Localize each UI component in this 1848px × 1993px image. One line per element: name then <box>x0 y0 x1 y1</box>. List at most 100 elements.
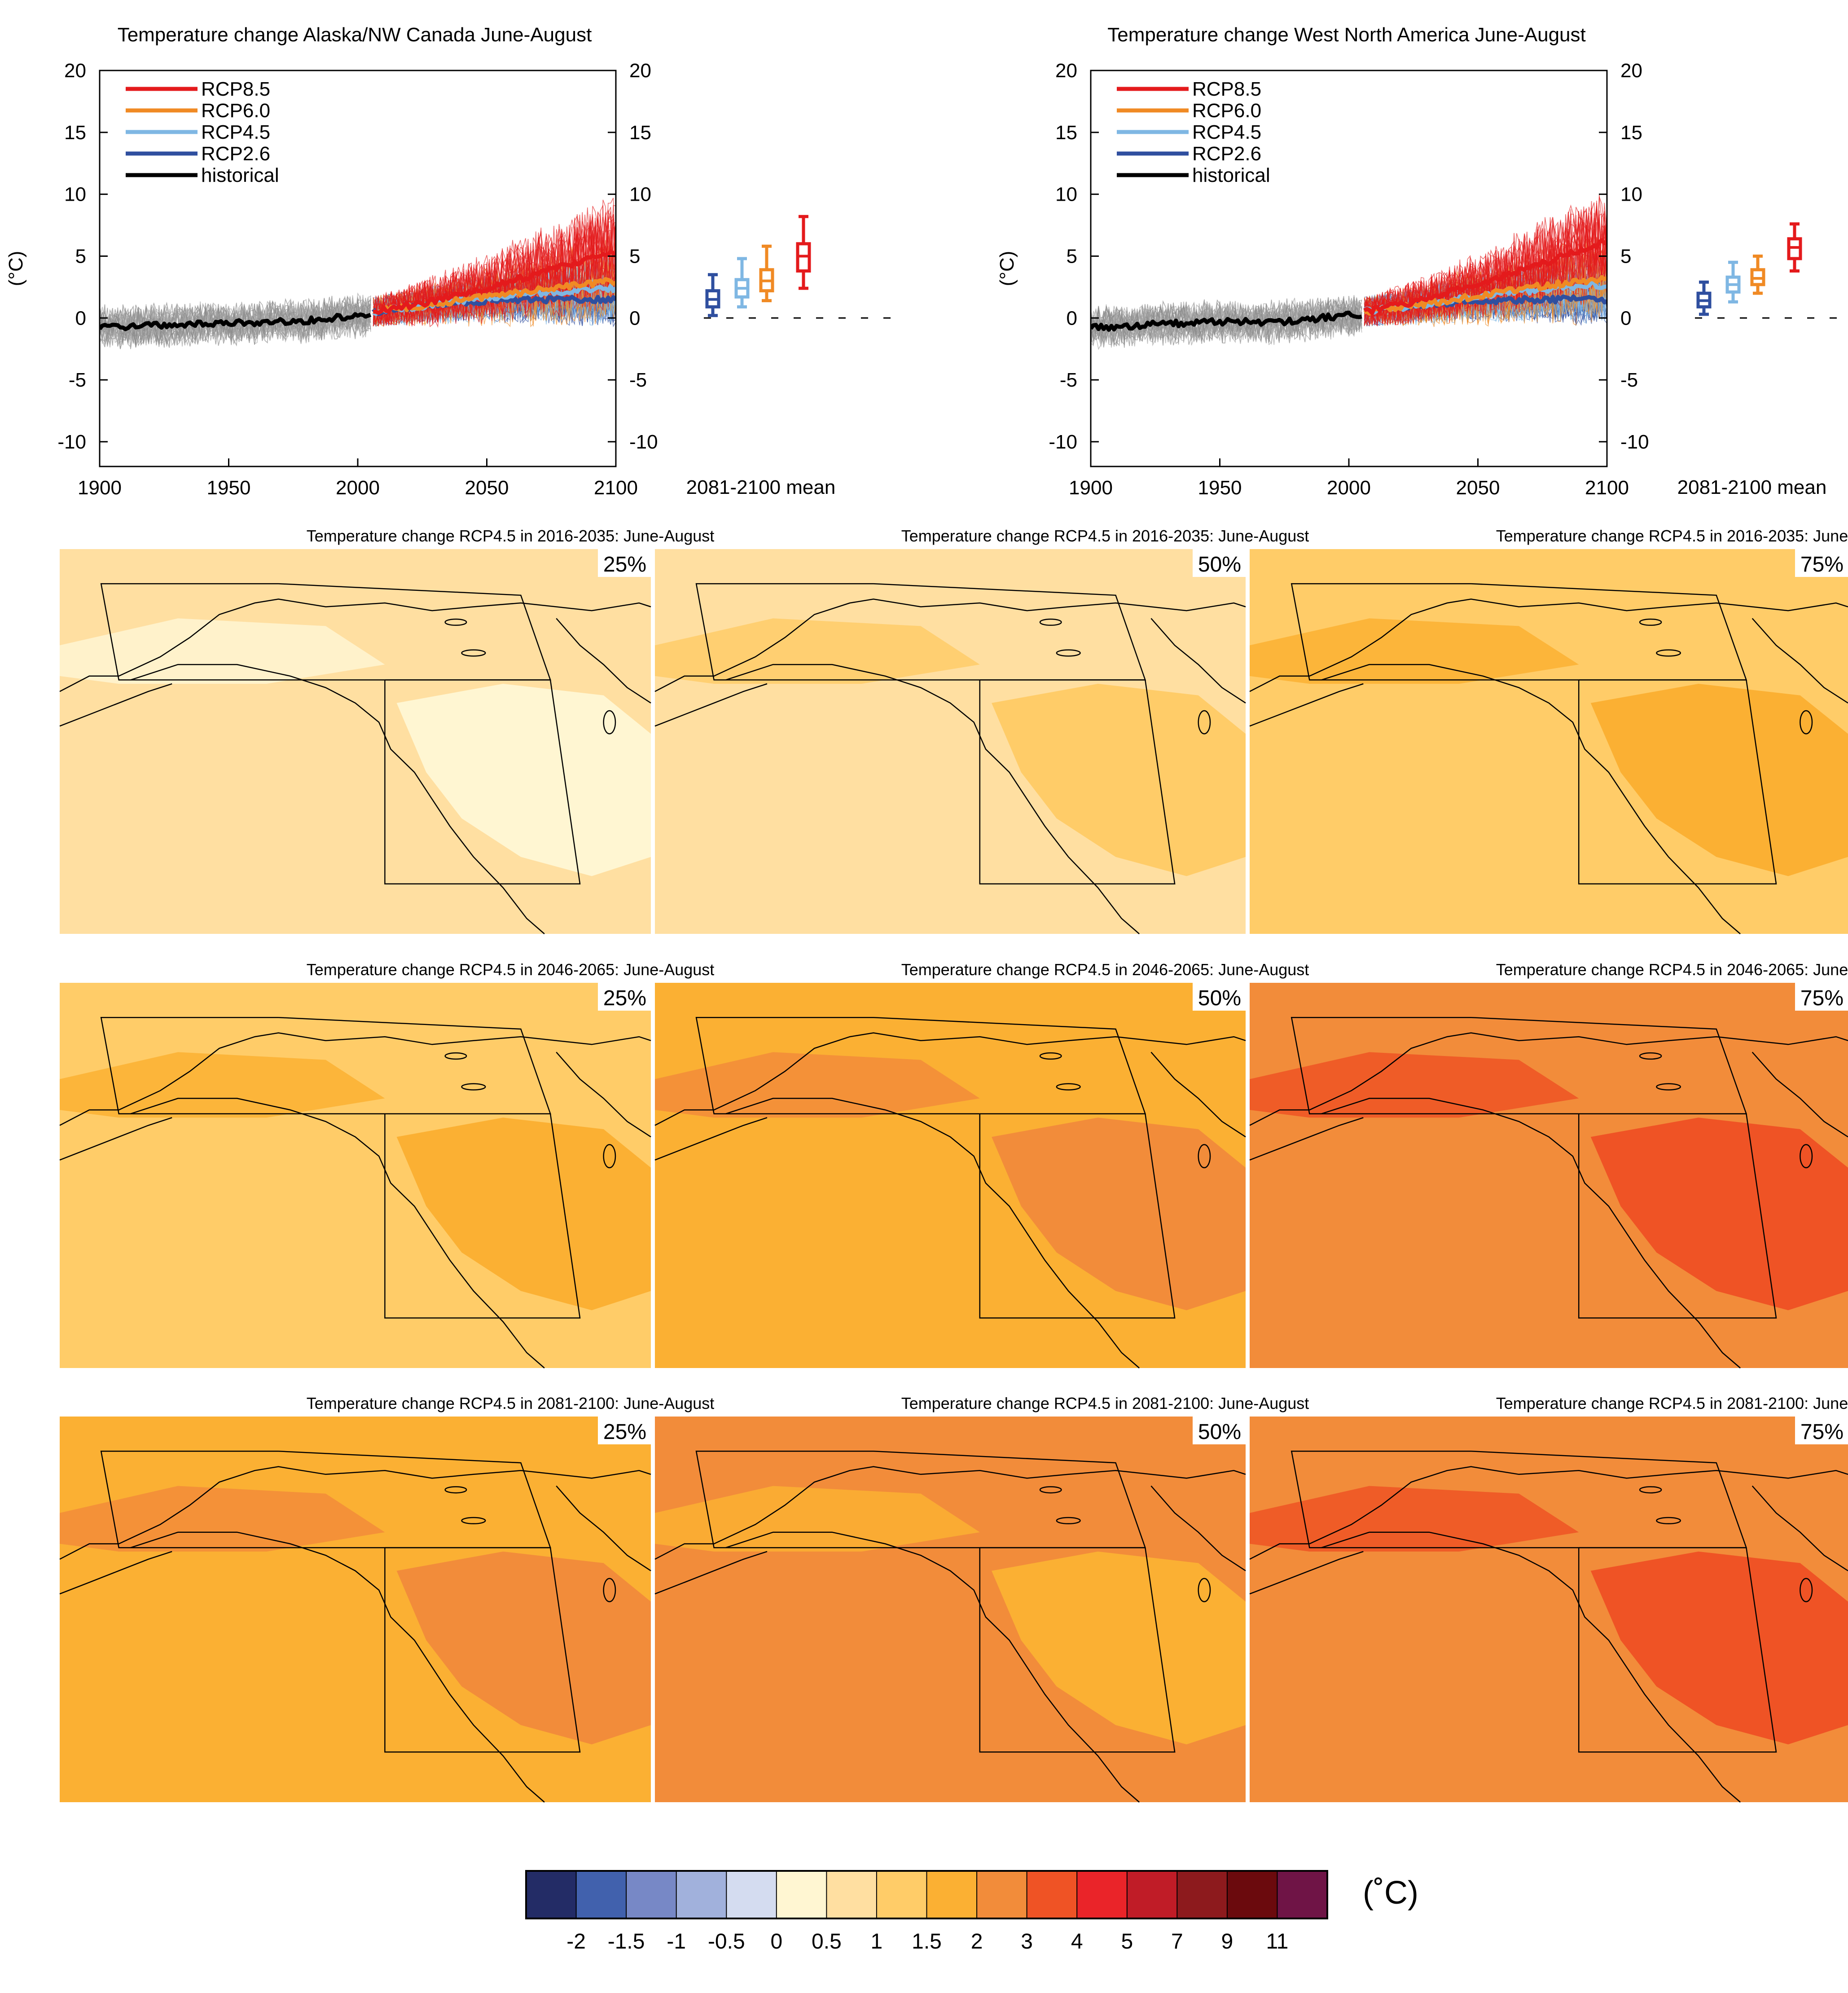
percentile-label-box <box>1193 549 1246 577</box>
lake-outline <box>1039 618 1062 626</box>
map-anomaly-patch <box>655 618 980 684</box>
y-tick-label: 5 <box>1067 245 1077 267</box>
region-outline-west-na <box>384 1113 581 1319</box>
y-tick-label: -5 <box>69 369 86 391</box>
y-tick-label: 0 <box>1067 307 1077 329</box>
coastline-arctic <box>1249 1032 1848 1126</box>
y-tick-label: 10 <box>629 184 651 206</box>
lake-outline <box>444 1052 467 1060</box>
lake-outline <box>1639 1486 1662 1494</box>
colorbar-tick-label: 5 <box>1121 1930 1133 1953</box>
map-anomaly-patch <box>1590 684 1848 876</box>
legend-label: RCP8.5 <box>201 78 270 100</box>
map-panel: Temperature change RCP4.5 in 2081-2100: … <box>1249 1394 1848 1803</box>
percentile-label-box <box>1795 549 1848 577</box>
y-tick-label: 20 <box>1055 60 1077 82</box>
colorbar-tick-label: 0 <box>770 1930 782 1953</box>
colorbar-cell <box>1226 1870 1278 1919</box>
colorbar-cell <box>976 1870 1028 1919</box>
x-axis-ticks: 1900 1950 2000 2050 2100 <box>1069 458 1629 499</box>
region-outline-alaska <box>695 583 1146 681</box>
y-axis-label: (°C) <box>5 251 27 286</box>
series-mean-line-historical <box>1091 310 1362 332</box>
y-tick-label: 0 <box>75 307 86 329</box>
map-anomaly-patch <box>992 684 1246 876</box>
region-outline-alaska <box>100 1016 551 1114</box>
map-anomaly-patch <box>1250 618 1579 684</box>
lake-outline <box>1639 618 1662 626</box>
coastline-arctic <box>59 1032 651 1126</box>
coastline-arctic <box>654 1466 1246 1560</box>
lake-outline <box>1198 1144 1211 1169</box>
y-tick-label: 10 <box>64 184 86 206</box>
colorbar-cell <box>575 1870 627 1919</box>
coastline-aleutians <box>1249 1551 1364 1595</box>
x-tick-label: 2000 <box>1327 477 1371 499</box>
colorbar-frame <box>525 1870 1328 1919</box>
map-grid: Temperature change RCP4.5 in 2016-2035: … <box>59 527 1848 1803</box>
boxplot-label: 2081-2100 mean <box>686 476 836 498</box>
y-tick-label: -5 <box>1620 369 1638 391</box>
y-axis-ticks: 20 20 15 15 10 10 5 5 0 0 -5 -5 -10 -10 <box>57 60 658 453</box>
y-tick-label: 5 <box>629 245 640 267</box>
scenario-member-line <box>1364 197 1607 323</box>
map-anomaly-patch <box>1590 1551 1848 1745</box>
lake-outline <box>1656 649 1681 657</box>
historical-member-line <box>1091 297 1362 347</box>
scenario-member-line <box>373 213 616 327</box>
coastline-aleutians <box>1249 683 1364 727</box>
coastline-hudson <box>1150 618 1246 704</box>
colorbar-cell <box>626 1870 677 1919</box>
legend-label: historical <box>201 164 279 186</box>
map-anomaly-patch <box>992 1551 1246 1745</box>
colorbar-cell <box>1277 1870 1328 1919</box>
percentile-label: 50% <box>1198 553 1241 576</box>
y-tick-label: -10 <box>1620 431 1649 453</box>
map-anomaly-patch <box>396 1551 651 1745</box>
lake-outline <box>1198 710 1211 735</box>
historical-member-line <box>1091 298 1362 341</box>
region-outline-west-na <box>979 1547 1176 1753</box>
lake-outline <box>1039 1052 1062 1060</box>
coastline-pacific <box>1321 664 1741 934</box>
percentile-label-box <box>598 549 651 577</box>
coastline-pacific <box>1321 1098 1741 1368</box>
percentile-label-box <box>1795 1417 1848 1444</box>
map-anomaly-patch <box>396 1117 651 1311</box>
coastline-hudson <box>1751 618 1848 704</box>
y-tick-label: 5 <box>1620 245 1631 267</box>
coastline-aleutians <box>1249 1117 1364 1161</box>
colorbar-cell <box>776 1870 827 1919</box>
region-outline-west-na <box>979 679 1176 884</box>
lake-outline <box>461 649 486 657</box>
map-panel: Temperature change RCP4.5 in 2081-2100: … <box>59 1394 714 1803</box>
y-tick-label: 20 <box>629 60 651 82</box>
historical-member-line <box>100 301 371 346</box>
percentile-label-box <box>1193 1417 1246 1444</box>
coastline-aleutians <box>59 683 172 727</box>
y-tick-label: -10 <box>57 431 86 453</box>
coastline-pacific <box>130 664 545 934</box>
lake-outline <box>1198 1578 1211 1602</box>
colorbar-tick-labels: -2 -1.5 -1 -0.5 0 0.5 1 1.5 2 3 4 5 7 9 11 <box>566 1930 1288 1953</box>
coastline-arctic <box>654 598 1246 692</box>
colorbar-tick-label: -1 <box>667 1930 686 1953</box>
coastline-pacific <box>725 1531 1140 1803</box>
y-tick-label: 15 <box>1055 122 1077 144</box>
lake-outline <box>1039 1486 1062 1494</box>
percentile-label: 25% <box>603 986 646 1010</box>
region-outline-west-na <box>1578 1547 1777 1753</box>
x-tick-label: 2050 <box>1456 477 1500 499</box>
colorbar-unit: (˚C) <box>1363 1875 1418 1911</box>
colorbar: -2 -1.5 -1 -0.5 0 0.5 1 1.5 2 3 4 5 7 9 11 (˚C) <box>525 1870 1418 1953</box>
map-panel: Temperature change RCP4.5 in 2016-2035: … <box>654 527 1309 934</box>
region-outline-alaska <box>695 1451 1146 1549</box>
region-outline-west-na <box>1578 1113 1777 1319</box>
colorbar-cell <box>526 1870 577 1919</box>
series-mean-line-rcp60 <box>373 277 616 315</box>
map-title: Temperature change RCP4.5 in 2016-2035: … <box>307 527 715 545</box>
x-tick-label: 2050 <box>465 477 509 499</box>
timeseries-panel-alaska: Temperature change Alaska/NW Canada June… <box>5 24 902 499</box>
percentile-label-box <box>598 1417 651 1444</box>
